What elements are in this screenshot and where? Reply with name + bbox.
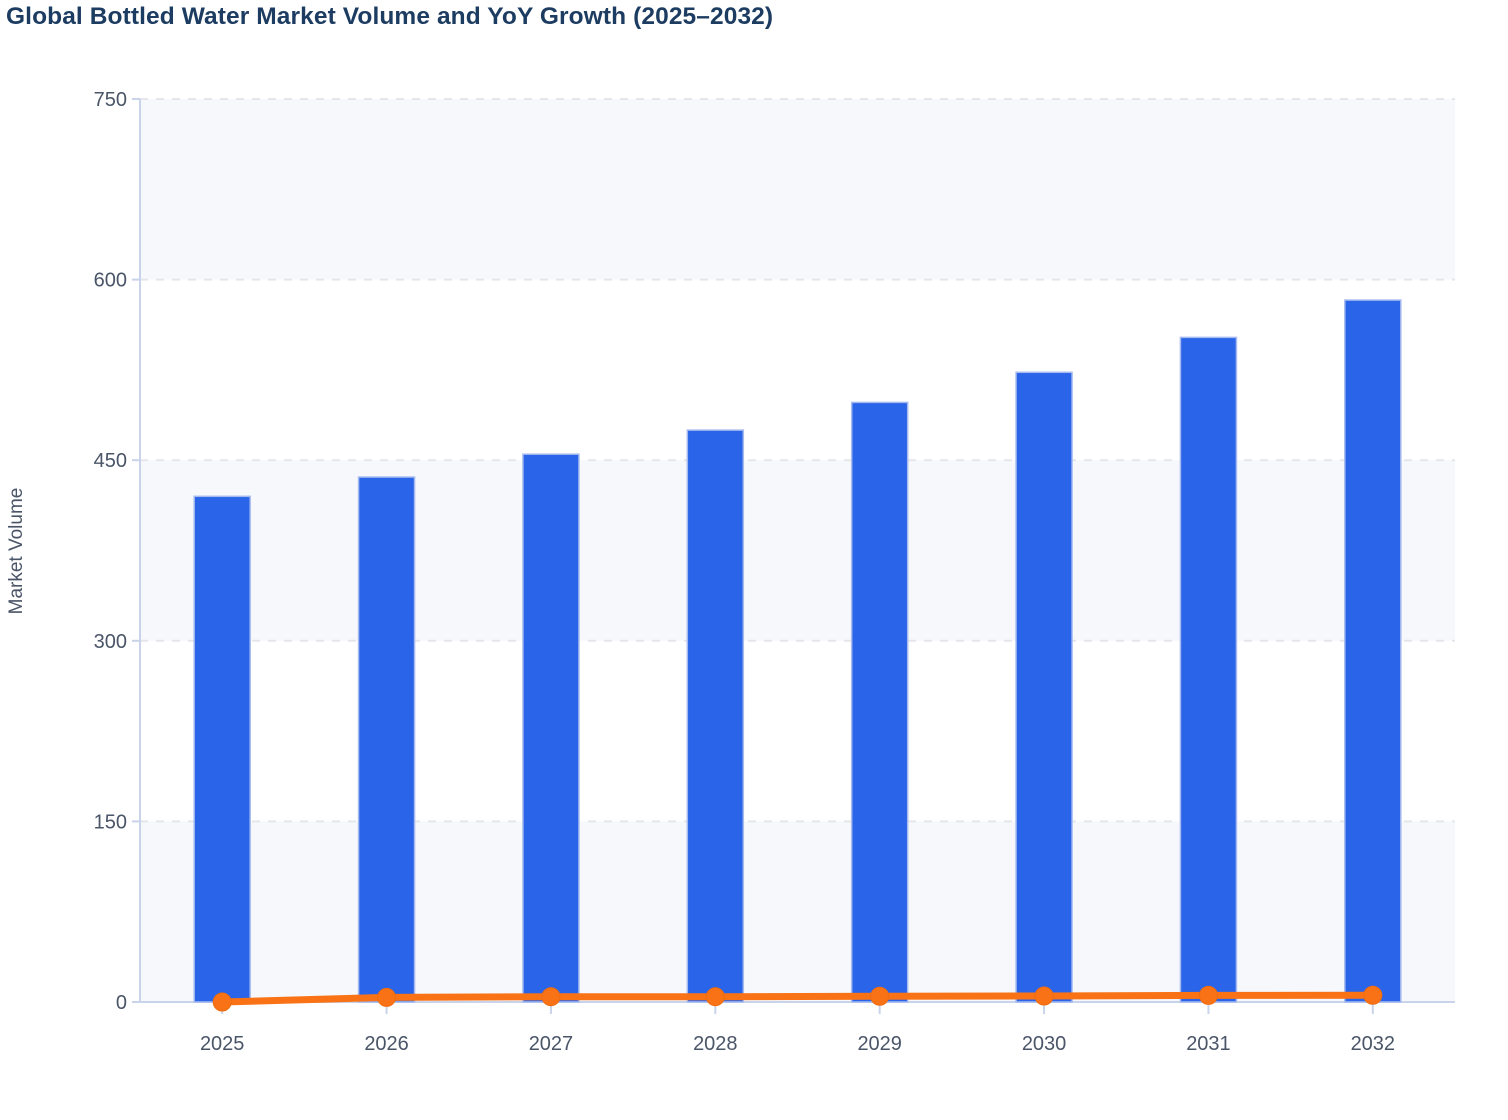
x-tick-label: 2032 — [1351, 1033, 1396, 1055]
x-tick-label: 2027 — [529, 1033, 574, 1055]
y-tick-label: 300 — [94, 631, 127, 653]
yoy-marker-2028 — [705, 987, 725, 1007]
bar-2031 — [1179, 336, 1238, 1003]
bar-2029 — [850, 401, 909, 1003]
bar-2030 — [1015, 371, 1073, 1003]
plot-band — [140, 99, 1455, 280]
bar-2032 — [1344, 299, 1402, 1003]
bar-2025 — [193, 495, 251, 1003]
yoy-marker-2029 — [870, 986, 890, 1006]
yoy-marker-2027 — [541, 987, 561, 1007]
yoy-marker-2026 — [377, 987, 397, 1007]
yoy-line — [218, 991, 1377, 1006]
bar-2028 — [686, 429, 745, 1003]
x-tick-label: 2031 — [1186, 1033, 1231, 1055]
y-tick-label: 450 — [94, 450, 127, 472]
bar-2026 — [357, 476, 416, 1003]
yoy-marker-2030 — [1034, 986, 1054, 1006]
yoy-marker-2032 — [1363, 985, 1383, 1005]
y-tick-label: 750 — [94, 89, 127, 111]
yoy-marker-2031 — [1198, 985, 1218, 1005]
plot-band — [140, 460, 1455, 641]
plot-band — [140, 821, 1455, 1002]
y-tick-label: 0 — [116, 992, 127, 1014]
x-tick-label: 2029 — [857, 1033, 902, 1055]
x-tick-label: 2026 — [364, 1033, 409, 1055]
y-tick-label: 150 — [94, 811, 127, 833]
x-tick-label: 2030 — [1022, 1033, 1067, 1055]
yoy-marker-2025 — [212, 992, 232, 1012]
x-tick-label: 2028 — [693, 1033, 738, 1055]
chart-title: Global Bottled Water Market Volume and Y… — [6, 3, 774, 30]
bar-2027 — [522, 453, 580, 1003]
x-tick-label: 2025 — [200, 1033, 245, 1055]
y-tick-label: 600 — [94, 270, 127, 292]
